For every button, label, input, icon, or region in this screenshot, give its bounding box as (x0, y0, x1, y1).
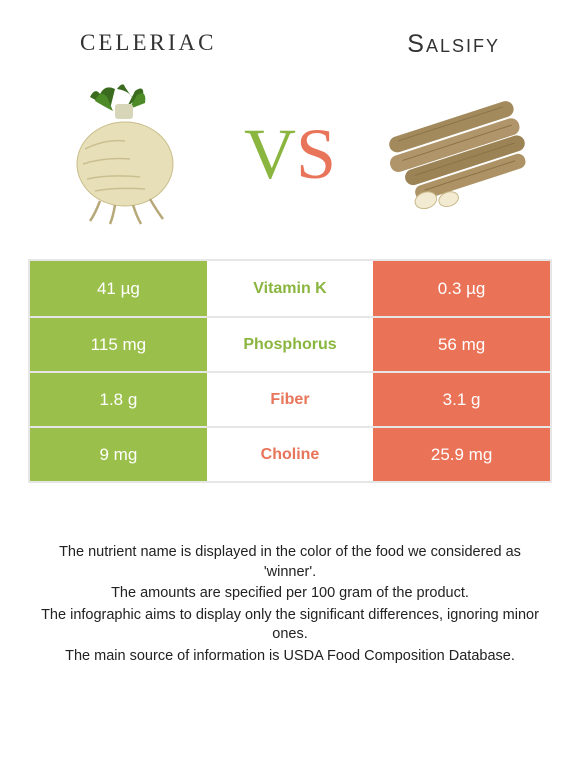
title-right: Salsify (407, 30, 500, 59)
table-row: 9 mgCholine25.9 mg (30, 426, 550, 481)
cell-left-value: 1.8 g (30, 373, 207, 426)
table-row: 115 mgPhosphorus56 mg (30, 316, 550, 371)
food-image-left (40, 79, 210, 229)
table-row: 1.8 gFiber3.1 g (30, 371, 550, 426)
celeriac-icon (45, 79, 205, 229)
cell-nutrient-label: Fiber (207, 373, 373, 426)
cell-nutrient-label: Phosphorus (207, 318, 373, 371)
footnote-line: The infographic aims to display only the… (36, 606, 544, 645)
cell-right-value: 3.1 g (373, 373, 550, 426)
title-left: CELERIAC (80, 30, 216, 59)
footnote-line: The main source of information is USDA F… (36, 647, 544, 667)
cell-right-value: 0.3 µg (373, 261, 550, 316)
cell-right-value: 25.9 mg (373, 428, 550, 481)
vs-label: VS (240, 118, 340, 190)
vs-s: S (296, 114, 336, 194)
cell-left-value: 9 mg (30, 428, 207, 481)
food-image-right (370, 79, 540, 229)
images-row: VS (0, 69, 580, 249)
footnotes: The nutrient name is displayed in the co… (36, 543, 544, 666)
cell-nutrient-label: Vitamin K (207, 261, 373, 316)
footnote-line: The nutrient name is displayed in the co… (36, 543, 544, 582)
header-row: CELERIAC Salsify (0, 0, 580, 69)
cell-left-value: 41 µg (30, 261, 207, 316)
vs-v: V (244, 114, 296, 194)
footnote-line: The amounts are specified per 100 gram o… (36, 584, 544, 604)
cell-left-value: 115 mg (30, 318, 207, 371)
cell-nutrient-label: Choline (207, 428, 373, 481)
table-row: 41 µgVitamin K0.3 µg (30, 261, 550, 316)
salsify-icon (375, 79, 535, 229)
cell-right-value: 56 mg (373, 318, 550, 371)
comparison-table: 41 µgVitamin K0.3 µg115 mgPhosphorus56 m… (28, 259, 552, 483)
